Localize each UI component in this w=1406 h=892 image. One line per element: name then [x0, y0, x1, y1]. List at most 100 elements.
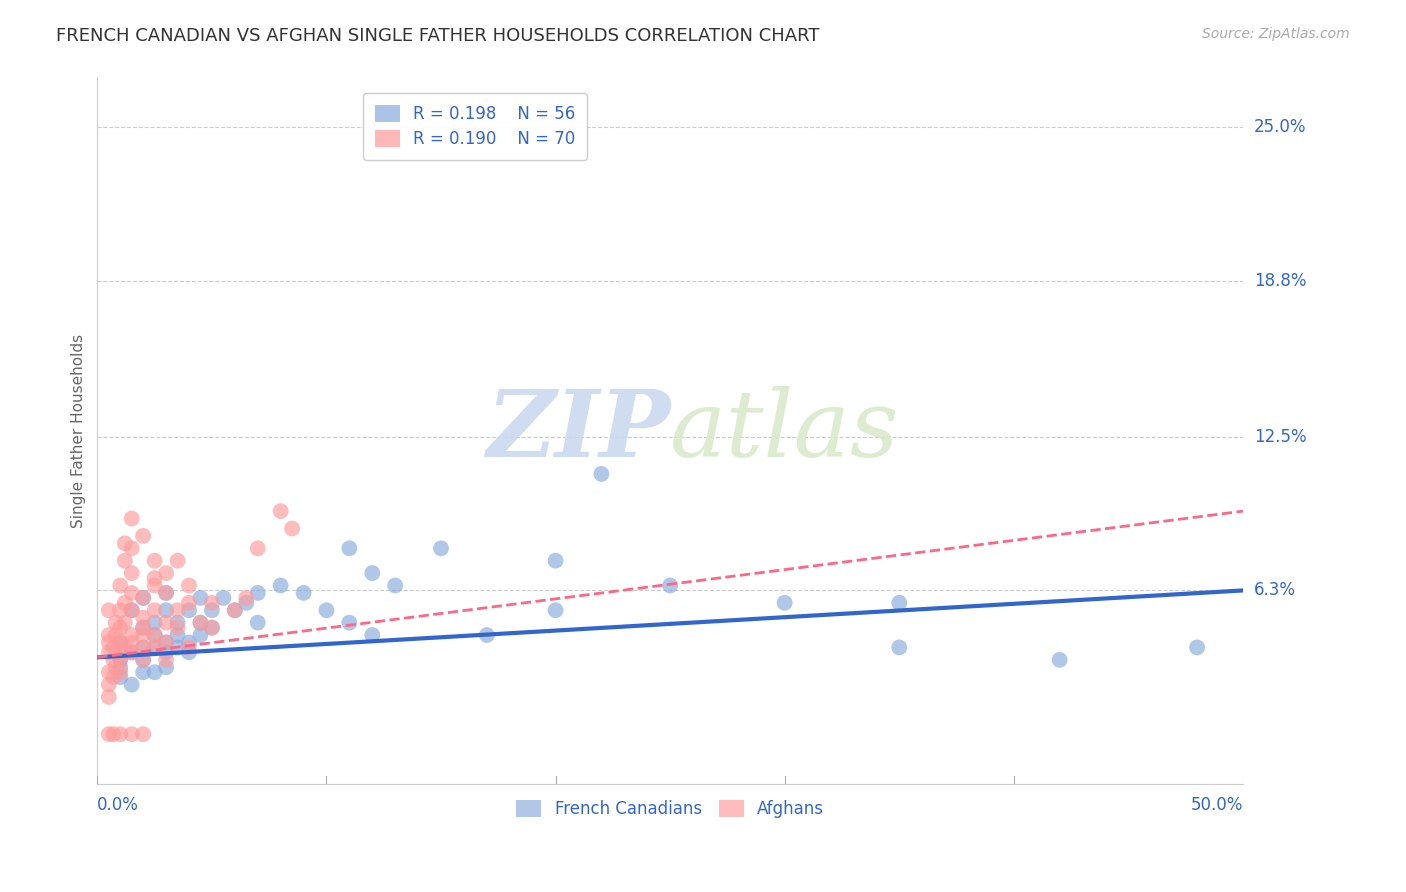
Point	[97, 727, 120, 741]
Point	[773, 596, 796, 610]
Point	[97, 635, 120, 649]
Point	[235, 591, 257, 605]
Point	[166, 640, 188, 655]
Point	[224, 603, 246, 617]
Point	[166, 621, 188, 635]
Point	[121, 645, 143, 659]
Point	[110, 621, 132, 635]
Point	[155, 603, 177, 617]
Point	[132, 591, 155, 605]
Point	[659, 578, 682, 592]
Point	[475, 628, 498, 642]
Point	[132, 628, 155, 642]
Point	[121, 511, 143, 525]
Point	[190, 591, 212, 605]
Point	[1185, 640, 1208, 655]
Point	[201, 603, 224, 617]
Point	[143, 554, 166, 568]
Text: 50.0%: 50.0%	[1191, 797, 1243, 814]
Point	[155, 566, 177, 580]
Point	[177, 578, 200, 592]
Point	[166, 554, 188, 568]
Point	[292, 586, 315, 600]
Point	[97, 645, 120, 659]
Text: FRENCH CANADIAN VS AFGHAN SINGLE FATHER HOUSEHOLDS CORRELATION CHART: FRENCH CANADIAN VS AFGHAN SINGLE FATHER …	[56, 27, 820, 45]
Point	[143, 578, 166, 592]
Text: atlas: atlas	[671, 385, 900, 475]
Point	[110, 645, 132, 659]
Point	[155, 660, 177, 674]
Point	[544, 554, 567, 568]
Point	[121, 586, 143, 600]
Point	[177, 596, 200, 610]
Point	[201, 621, 224, 635]
Point	[246, 541, 269, 556]
Point	[190, 628, 212, 642]
Point	[110, 635, 132, 649]
Point	[97, 690, 120, 704]
Point	[104, 660, 127, 674]
Point	[110, 603, 132, 617]
Point	[544, 603, 567, 617]
Point	[155, 586, 177, 600]
Point	[143, 628, 166, 642]
Point	[143, 640, 166, 655]
Point	[103, 670, 125, 684]
Point	[97, 628, 120, 642]
Point	[132, 640, 155, 655]
Point	[177, 635, 200, 649]
Point	[177, 640, 200, 655]
Point	[121, 727, 143, 741]
Point	[155, 586, 177, 600]
Point	[114, 596, 136, 610]
Point	[121, 541, 143, 556]
Point	[114, 536, 136, 550]
Text: 18.8%: 18.8%	[1254, 272, 1306, 290]
Point	[97, 665, 120, 680]
Point	[143, 603, 166, 617]
Point	[104, 615, 127, 630]
Point	[155, 615, 177, 630]
Point	[166, 603, 188, 617]
Point	[132, 529, 155, 543]
Legend: French Canadians, Afghans: French Canadians, Afghans	[510, 793, 831, 825]
Point	[110, 727, 132, 741]
Y-axis label: Single Father Households: Single Father Households	[72, 334, 86, 528]
Point	[177, 645, 200, 659]
Point	[143, 640, 166, 655]
Point	[315, 603, 337, 617]
Point	[110, 660, 132, 674]
Point	[361, 566, 384, 580]
Point	[121, 645, 143, 659]
Point	[143, 571, 166, 585]
Point	[143, 615, 166, 630]
Point	[430, 541, 453, 556]
Point	[132, 640, 155, 655]
Point	[337, 541, 360, 556]
Point	[246, 615, 269, 630]
Point	[143, 628, 166, 642]
Point	[201, 621, 224, 635]
Point	[1049, 653, 1071, 667]
Point	[224, 603, 246, 617]
Point	[97, 603, 120, 617]
Point	[889, 640, 911, 655]
Point	[121, 566, 143, 580]
Point	[270, 504, 292, 518]
Point	[281, 521, 304, 535]
Point	[121, 677, 143, 691]
Point	[110, 670, 132, 684]
Point	[132, 610, 155, 624]
Point	[166, 628, 188, 642]
Point	[110, 635, 132, 649]
Point	[114, 640, 136, 655]
Point	[889, 596, 911, 610]
Text: 25.0%: 25.0%	[1254, 118, 1306, 136]
Point	[337, 615, 360, 630]
Point	[97, 677, 120, 691]
Point	[103, 653, 125, 667]
Point	[121, 628, 143, 642]
Point	[132, 727, 155, 741]
Point	[110, 578, 132, 592]
Point	[155, 635, 177, 649]
